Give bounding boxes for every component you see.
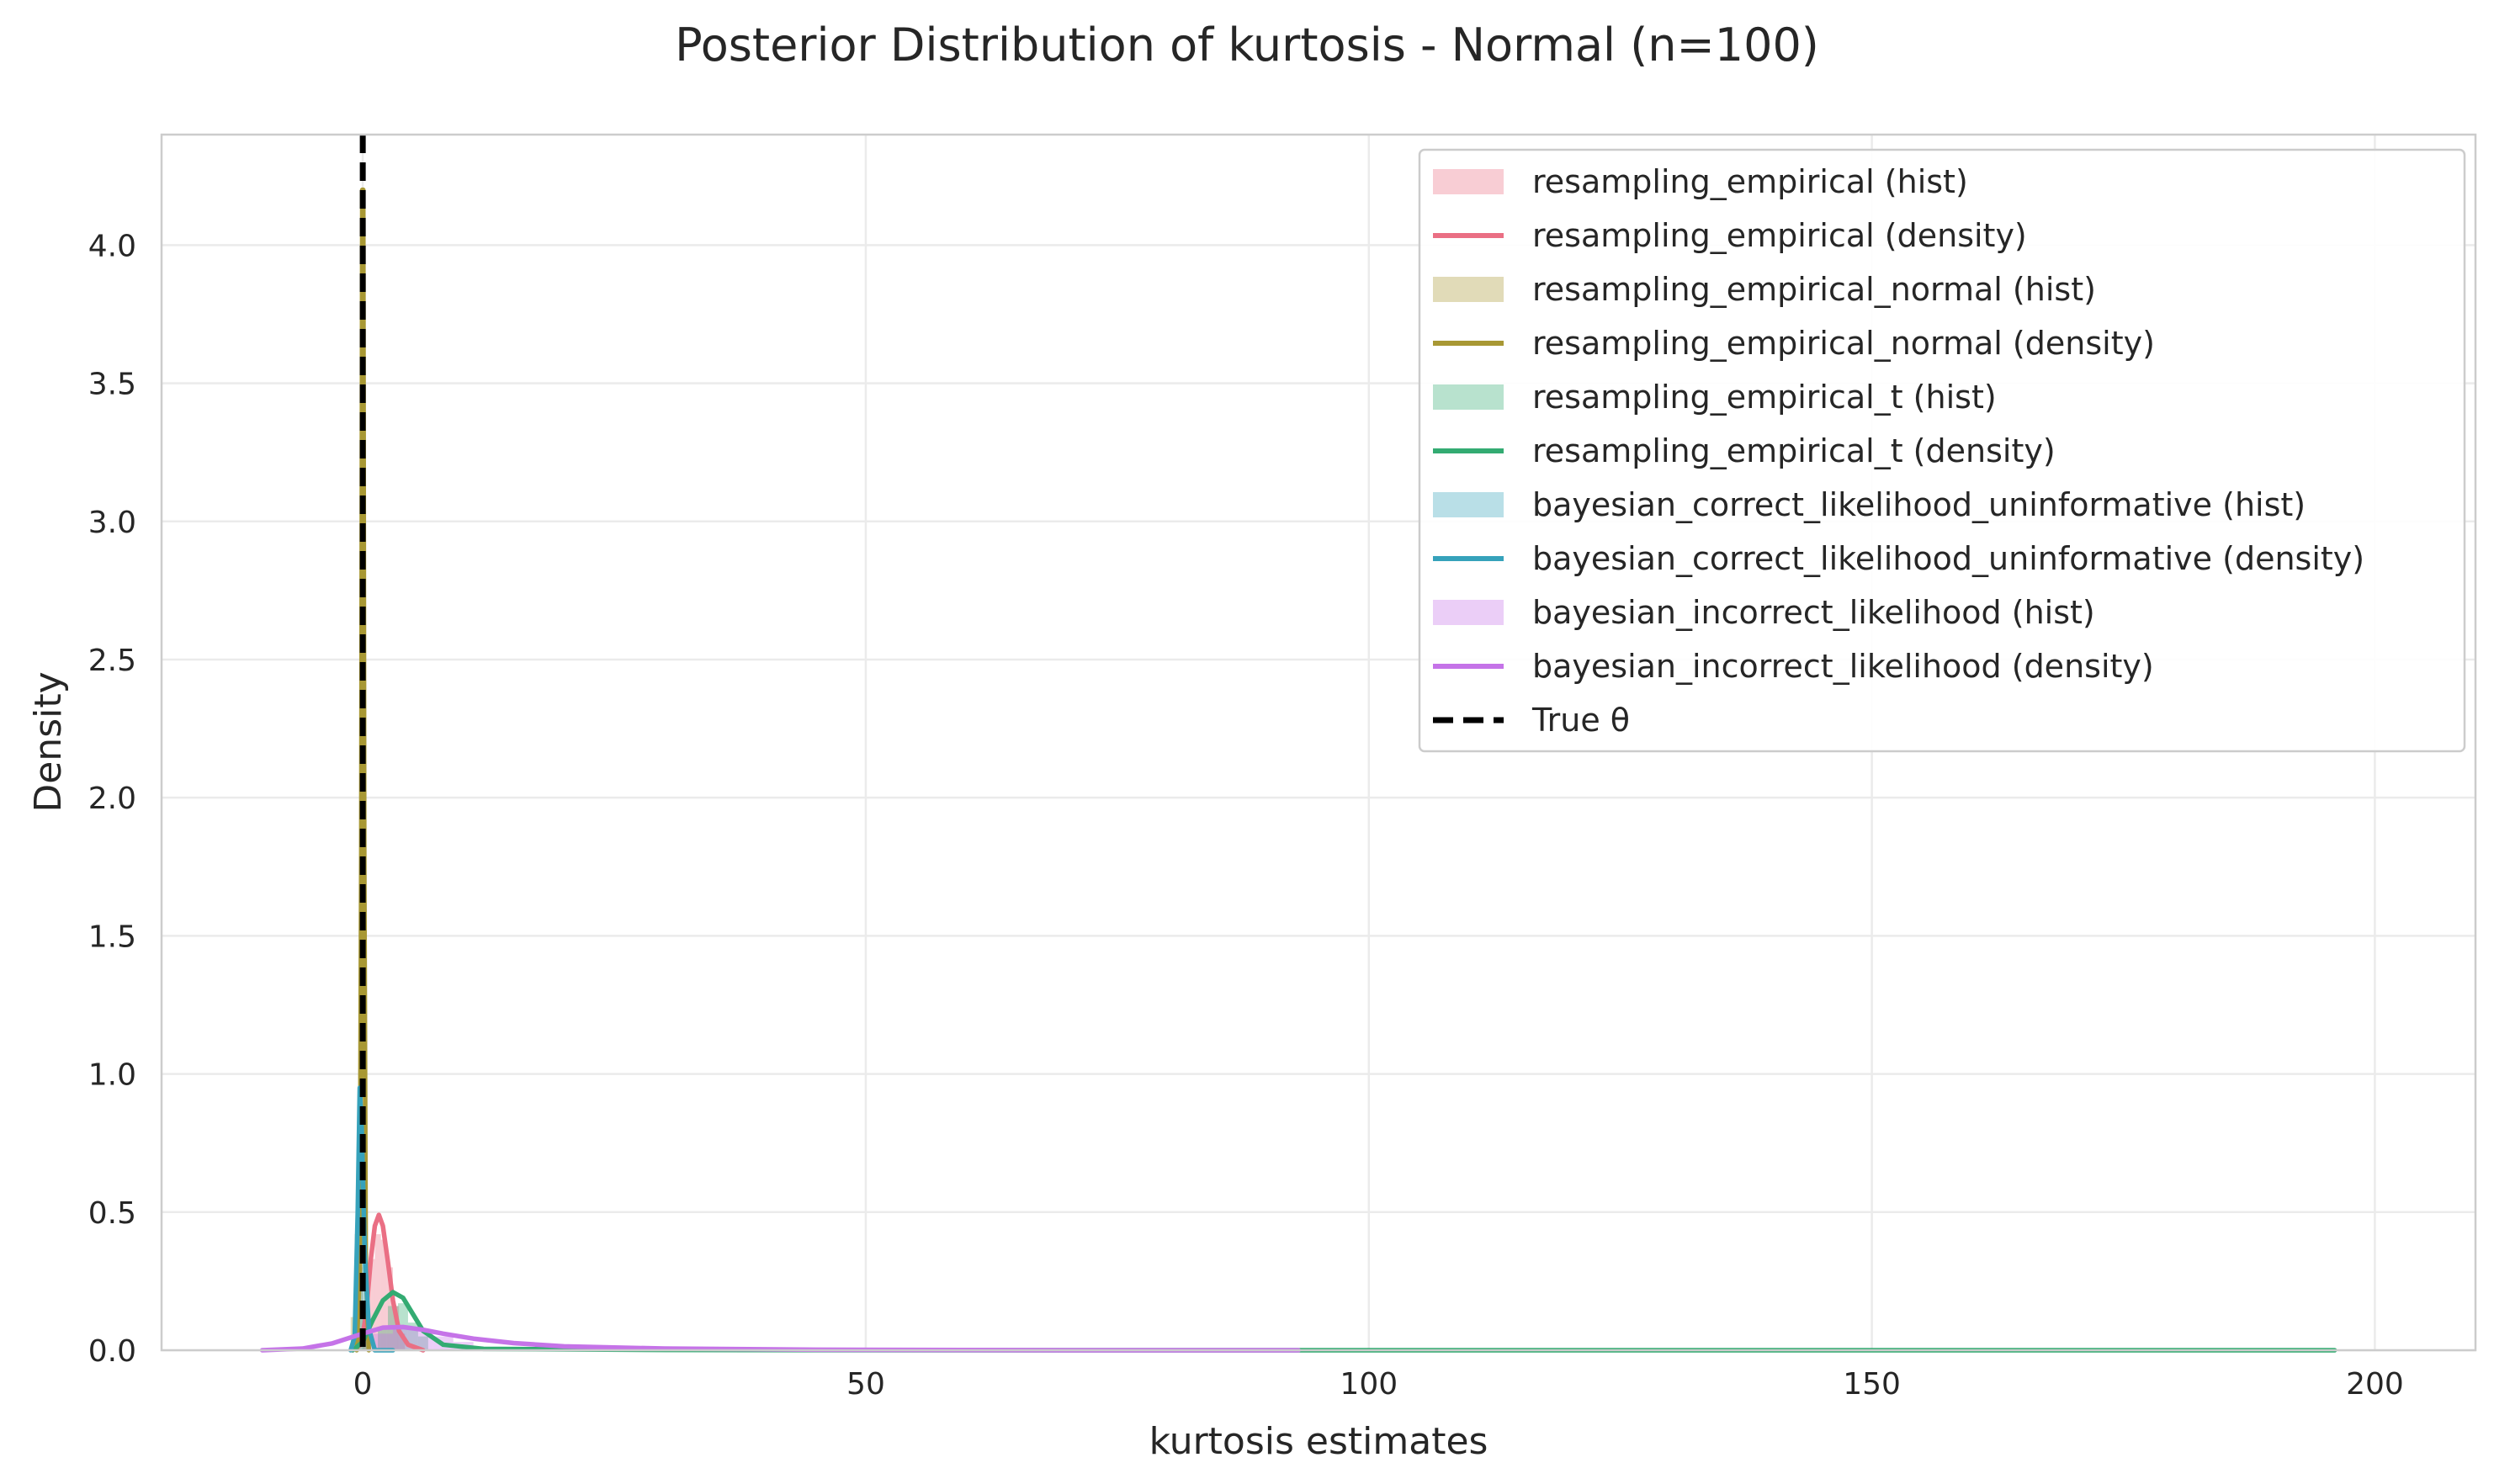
plot-frame xyxy=(160,133,2477,1352)
resampling_empirical-hist-bar xyxy=(399,1333,406,1350)
legend-swatch xyxy=(1433,277,1504,302)
y-tick-label: 2.0 xyxy=(88,782,136,816)
legend-label: bayesian_incorrect_likelihood (hist) xyxy=(1532,594,2095,631)
resampling_empirical_t-hist-bar xyxy=(417,1336,428,1350)
legend-item: resampling_empirical (density) xyxy=(1433,217,2027,254)
legend-box xyxy=(1418,148,2466,753)
bayesian_correct_likelihood_uninformative-density-line xyxy=(348,1085,395,1353)
resampling_empirical-hist-bar xyxy=(374,1234,381,1350)
legend-swatch xyxy=(1433,384,1504,410)
resampling_empirical_t-hist-bar xyxy=(407,1322,418,1350)
resampling_empirical-density-line xyxy=(350,1212,426,1353)
legend-label: resampling_empirical (density) xyxy=(1532,217,2027,254)
legend-item: resampling_empirical_normal (hist) xyxy=(1433,271,2096,308)
legend-label: resampling_empirical_normal (hist) xyxy=(1532,271,2096,308)
legend-item: bayesian_incorrect_likelihood (hist) xyxy=(1433,594,2095,631)
y-tick-label: 0.5 xyxy=(88,1196,136,1231)
x-tick-label: 0 xyxy=(353,1367,373,1402)
y-tick-label: 1.0 xyxy=(88,1058,136,1093)
legend-item: resampling_empirical_normal (density) xyxy=(1433,325,2155,362)
y-tick-label: 0.0 xyxy=(88,1334,136,1369)
y-tick-label: 4.0 xyxy=(88,229,136,263)
bayesian_incorrect_likelihood-hist-bar xyxy=(373,1333,393,1350)
resampling_empirical-hist-bar xyxy=(386,1267,393,1350)
legend-item: bayesian_correct_likelihood_uninformativ… xyxy=(1433,540,2364,577)
x-tick-label: 150 xyxy=(1843,1367,1901,1402)
legend-label: bayesian_incorrect_likelihood (density) xyxy=(1532,648,2154,685)
resampling_empirical-hist-bar xyxy=(380,1239,387,1350)
legend-label: bayesian_correct_likelihood_uninformativ… xyxy=(1532,486,2306,523)
chart-title: Posterior Distribution of kurtosis - Nor… xyxy=(675,19,1819,72)
legend-swatch xyxy=(1433,600,1504,625)
legend-item: bayesian_correct_likelihood_uninformativ… xyxy=(1433,486,2306,523)
legend-item: bayesian_incorrect_likelihood (density) xyxy=(1433,648,2154,685)
legend-label: resampling_empirical_t (hist) xyxy=(1532,379,1997,416)
y-tick-label: 3.5 xyxy=(88,368,136,402)
legend-label: resampling_empirical_t (density) xyxy=(1532,432,2056,469)
resampling_empirical-hist-bar xyxy=(369,1259,375,1350)
legend-item: resampling_empirical_t (hist) xyxy=(1433,379,1997,416)
legend-label: bayesian_correct_likelihood_uninformativ… xyxy=(1532,540,2364,577)
resampling_empirical_t-hist-bar xyxy=(378,1328,389,1350)
legend-swatch xyxy=(1433,169,1504,194)
x-tick-label: 200 xyxy=(2346,1367,2404,1402)
legend-swatch xyxy=(1433,492,1504,517)
x-axis-label: kurtosis estimates xyxy=(1149,1420,1488,1463)
legend-label: True θ xyxy=(1531,702,1630,739)
y-tick-label: 2.5 xyxy=(88,644,136,678)
y-tick-label: 1.5 xyxy=(88,920,136,954)
y-axis-label: Density xyxy=(27,671,70,812)
x-tick-label: 100 xyxy=(1340,1367,1398,1402)
legend-item: resampling_empirical (hist) xyxy=(1433,163,1968,200)
legend-item: True θ xyxy=(1433,702,1630,739)
legend-item: resampling_empirical_t (density) xyxy=(1433,432,2056,469)
y-axis-ticks: 0.0 0.5 1.0 1.5 2.0 2.5 3.0 3.5 4.0 xyxy=(88,229,136,1369)
x-axis-ticks: 0 50 100 150 200 xyxy=(353,1367,2404,1402)
legend-label: resampling_empirical_normal (density) xyxy=(1532,325,2155,362)
y-tick-label: 3.0 xyxy=(88,506,136,540)
legend: resampling_empirical (hist) resampling_em… xyxy=(1418,148,2466,753)
x-tick-label: 50 xyxy=(846,1367,885,1402)
legend-label: resampling_empirical (hist) xyxy=(1532,163,1968,200)
